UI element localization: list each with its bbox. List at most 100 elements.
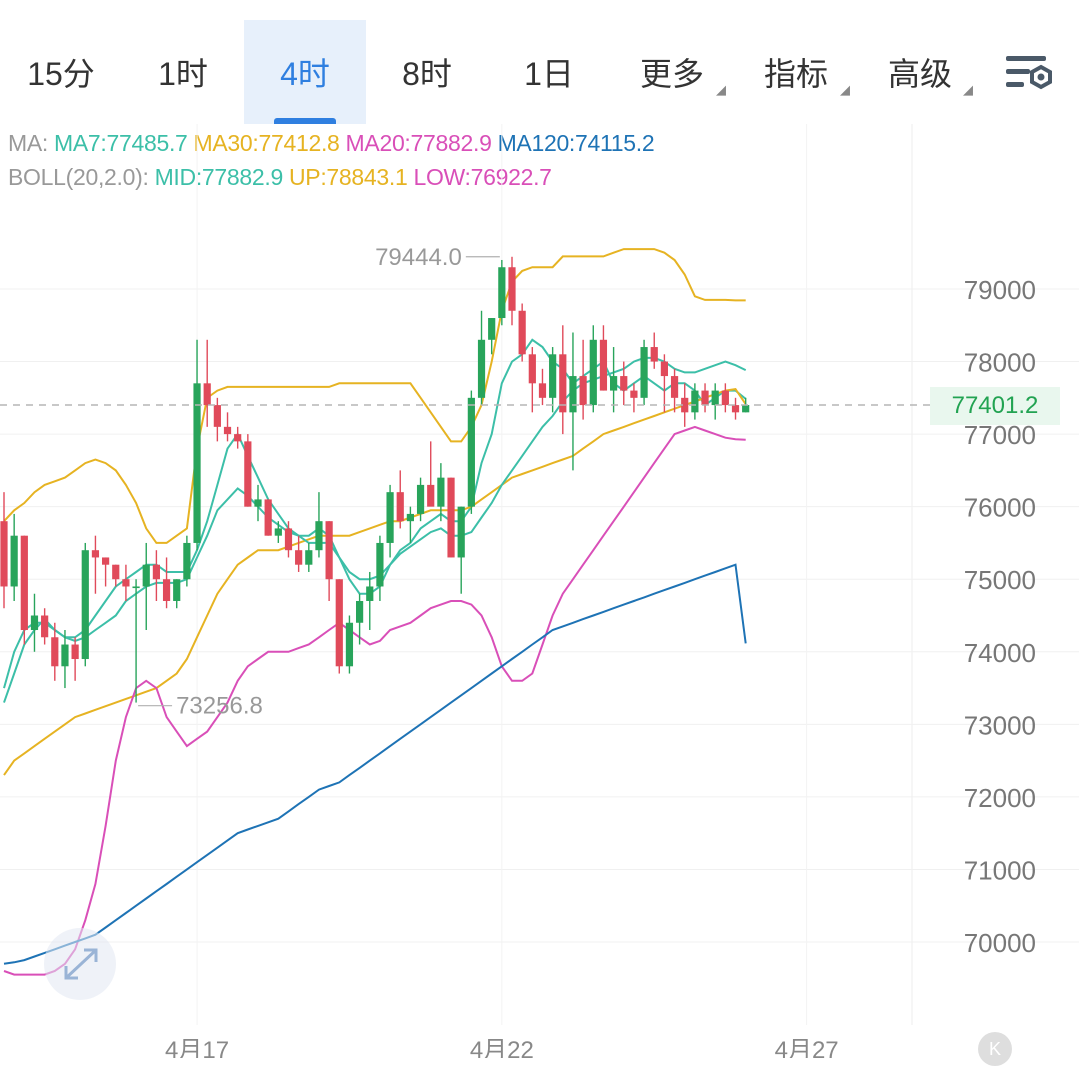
candle-body (711, 390, 719, 406)
candle-body (244, 441, 252, 507)
candle-body (670, 376, 679, 398)
tab-8h[interactable]: 8时 (402, 56, 452, 92)
candle-body (427, 484, 435, 507)
candle-body (264, 499, 272, 536)
candle-body (650, 347, 658, 362)
candle-body (681, 397, 689, 413)
candle-body (366, 586, 374, 601)
candle-body (508, 267, 516, 311)
candle-body (447, 477, 455, 558)
candle-body (386, 492, 394, 543)
candle-body (488, 318, 496, 340)
candle-body (10, 535, 18, 587)
candle-body (41, 615, 49, 638)
candle-body (589, 339, 597, 406)
candle-body (356, 600, 364, 623)
candle-body (610, 376, 618, 391)
y-tick-label: 75000 (964, 565, 1036, 595)
x-tick-label: 4月17 (165, 1037, 229, 1058)
tab-1d[interactable]: 1日 (524, 56, 574, 92)
y-tick-label: 73000 (964, 710, 1036, 740)
candle-body (142, 564, 150, 587)
candle-body (112, 564, 120, 580)
y-tick-label: 74000 (964, 638, 1036, 668)
y-tick-label: 72000 (964, 783, 1036, 813)
boll-mid-value: MID:77882.9 (154, 164, 284, 190)
candle-body (630, 390, 638, 398)
ma-legend-prefix: MA: (8, 130, 48, 156)
low-marker-label: 73256.8 (176, 693, 263, 720)
settings-sliders-icon[interactable] (1004, 52, 1056, 94)
ma7-value: MA7:77485.7 (54, 130, 188, 156)
candle-body (498, 267, 506, 319)
ma120-line (3, 563, 747, 965)
tab-4h[interactable]: 4时 (244, 20, 366, 124)
expand-icon[interactable] (60, 944, 102, 984)
candle-body (274, 528, 282, 536)
ma20-value: MA20:77882.9 (345, 130, 492, 156)
candle-body (81, 550, 89, 660)
tab-more[interactable]: 更多 (610, 20, 734, 124)
ma120-value: MA120:74115.2 (497, 130, 655, 156)
candle-body (223, 426, 232, 435)
candle-body (61, 644, 69, 667)
x-tick-label: 4月22 (470, 1037, 534, 1058)
candle-body (51, 637, 59, 667)
y-tick-label: 70000 (964, 928, 1036, 958)
candle-body (691, 390, 699, 413)
candle-body (325, 521, 333, 580)
candle-body (152, 564, 160, 580)
candle-body (203, 383, 211, 406)
timeframe-tab-bar: 15分 1时 4时 8时 1日 更多 指标 高级 ◢ ◢ ◢ (0, 20, 1079, 124)
y-tick-label: 76000 (964, 493, 1036, 523)
candle-body (305, 550, 313, 565)
active-tab-indicator (274, 118, 336, 124)
y-tick-label: 79000 (964, 275, 1036, 305)
candle-body (20, 535, 28, 631)
candle-body (173, 579, 181, 601)
ma-legend: MA: MA7:77485.7 MA30:77412.8 MA20:77882.9 MA… (8, 130, 660, 157)
boll-legend: BOLL(20,2.0): MID:77882.9 UP:78843.1 LOW:76… (8, 164, 558, 191)
boll-upper-line (3, 248, 746, 544)
candle-body (254, 499, 262, 507)
x-tick-label: 4月27 (775, 1037, 839, 1058)
tab-1h[interactable]: 1时 (158, 56, 208, 92)
chevron-down-icon: ◢ (840, 82, 850, 97)
candle-body (457, 506, 465, 558)
candle-body (183, 542, 191, 580)
candle-body (549, 354, 557, 398)
candle-body (122, 579, 130, 587)
boll-up-value: UP:78843.1 (288, 164, 408, 190)
boll-mid-line (3, 356, 747, 689)
candle-body (437, 477, 445, 507)
boll-low-value: LOW:76922.7 (413, 164, 552, 190)
candle-body (132, 586, 140, 589)
candle-body (721, 390, 729, 406)
chevron-down-icon: ◢ (963, 82, 973, 97)
price-chart[interactable]: 79000 78000 77000 76000 75000 74000 73000 72000… (0, 124, 1079, 1058)
candle-body (376, 542, 384, 587)
candle-body (518, 310, 526, 355)
tab-advanced[interactable]: 高级 (858, 20, 982, 124)
candle-body (213, 405, 221, 427)
candle-body (701, 390, 709, 406)
candle-body (579, 376, 587, 406)
candle-body (742, 405, 750, 413)
tab-indicators[interactable]: 指标 (734, 20, 858, 124)
y-tick-label: 78000 (964, 348, 1036, 378)
candle-body (345, 622, 354, 667)
chevron-down-icon: ◢ (716, 82, 726, 97)
tab-15m[interactable]: 15分 (27, 56, 95, 92)
candle-body (284, 528, 293, 551)
candle-body (467, 397, 475, 507)
candle-body (234, 434, 242, 442)
candle-body (640, 347, 648, 398)
tab-more-label: 更多 (639, 56, 704, 92)
candle-body (731, 405, 740, 413)
candle-body (599, 339, 608, 391)
candle-body (295, 550, 303, 565)
candle-body (559, 354, 567, 413)
k-line-toggle-icon[interactable]: K (978, 1032, 1012, 1066)
candle-body (569, 376, 577, 413)
candle-body (30, 615, 39, 631)
